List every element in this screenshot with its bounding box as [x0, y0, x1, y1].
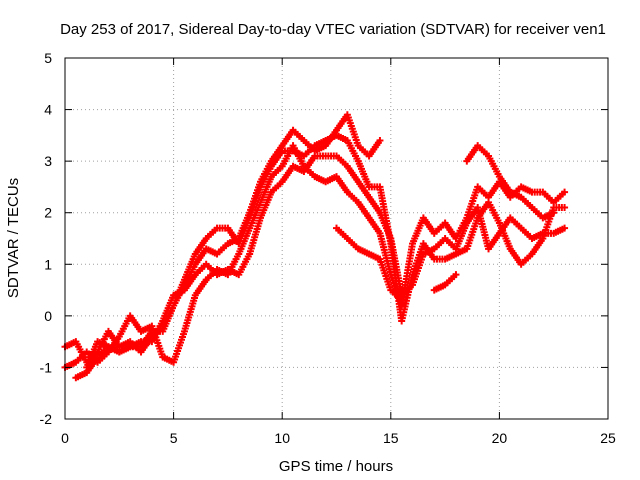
chart-title: Day 253 of 2017, Sidereal Day-to-day VTE… [60, 21, 606, 38]
y-tick-label: 1 [44, 256, 52, 272]
x-tick-label: 15 [383, 430, 399, 446]
y-tick-label: 3 [44, 153, 52, 169]
data-point [452, 271, 460, 279]
x-tick-label: 0 [61, 430, 69, 446]
x-tick-label: 5 [170, 430, 178, 446]
series-track-f [430, 271, 460, 294]
plot-frame [64, 57, 609, 420]
y-tick-label: 4 [44, 102, 52, 118]
data-point [561, 188, 569, 196]
y-tick-label: 2 [44, 205, 52, 221]
y-axis-label: SDTVAR / TECUs [5, 178, 22, 298]
x-tick-label: 20 [492, 430, 508, 446]
series-track-e [333, 224, 406, 304]
series-track-d [83, 131, 569, 371]
axis-ticks: 0 5 10 15 20 25 -2 -1 0 1 2 3 4 5 [40, 50, 616, 446]
y-tick-label: -1 [40, 359, 53, 375]
x-tick-label: 25 [600, 430, 616, 446]
x-tick-label: 10 [274, 430, 290, 446]
series-track-g [463, 142, 558, 222]
data-point [561, 224, 569, 232]
y-tick-label: 0 [44, 308, 52, 324]
data-point [376, 137, 384, 145]
data-points [61, 111, 569, 382]
y-tick-label: 5 [44, 50, 52, 66]
data-point [398, 296, 406, 304]
y-tick-label: -2 [40, 411, 53, 427]
data-point [550, 209, 558, 217]
data-point [561, 204, 569, 212]
x-axis-label: GPS time / hours [279, 458, 393, 475]
